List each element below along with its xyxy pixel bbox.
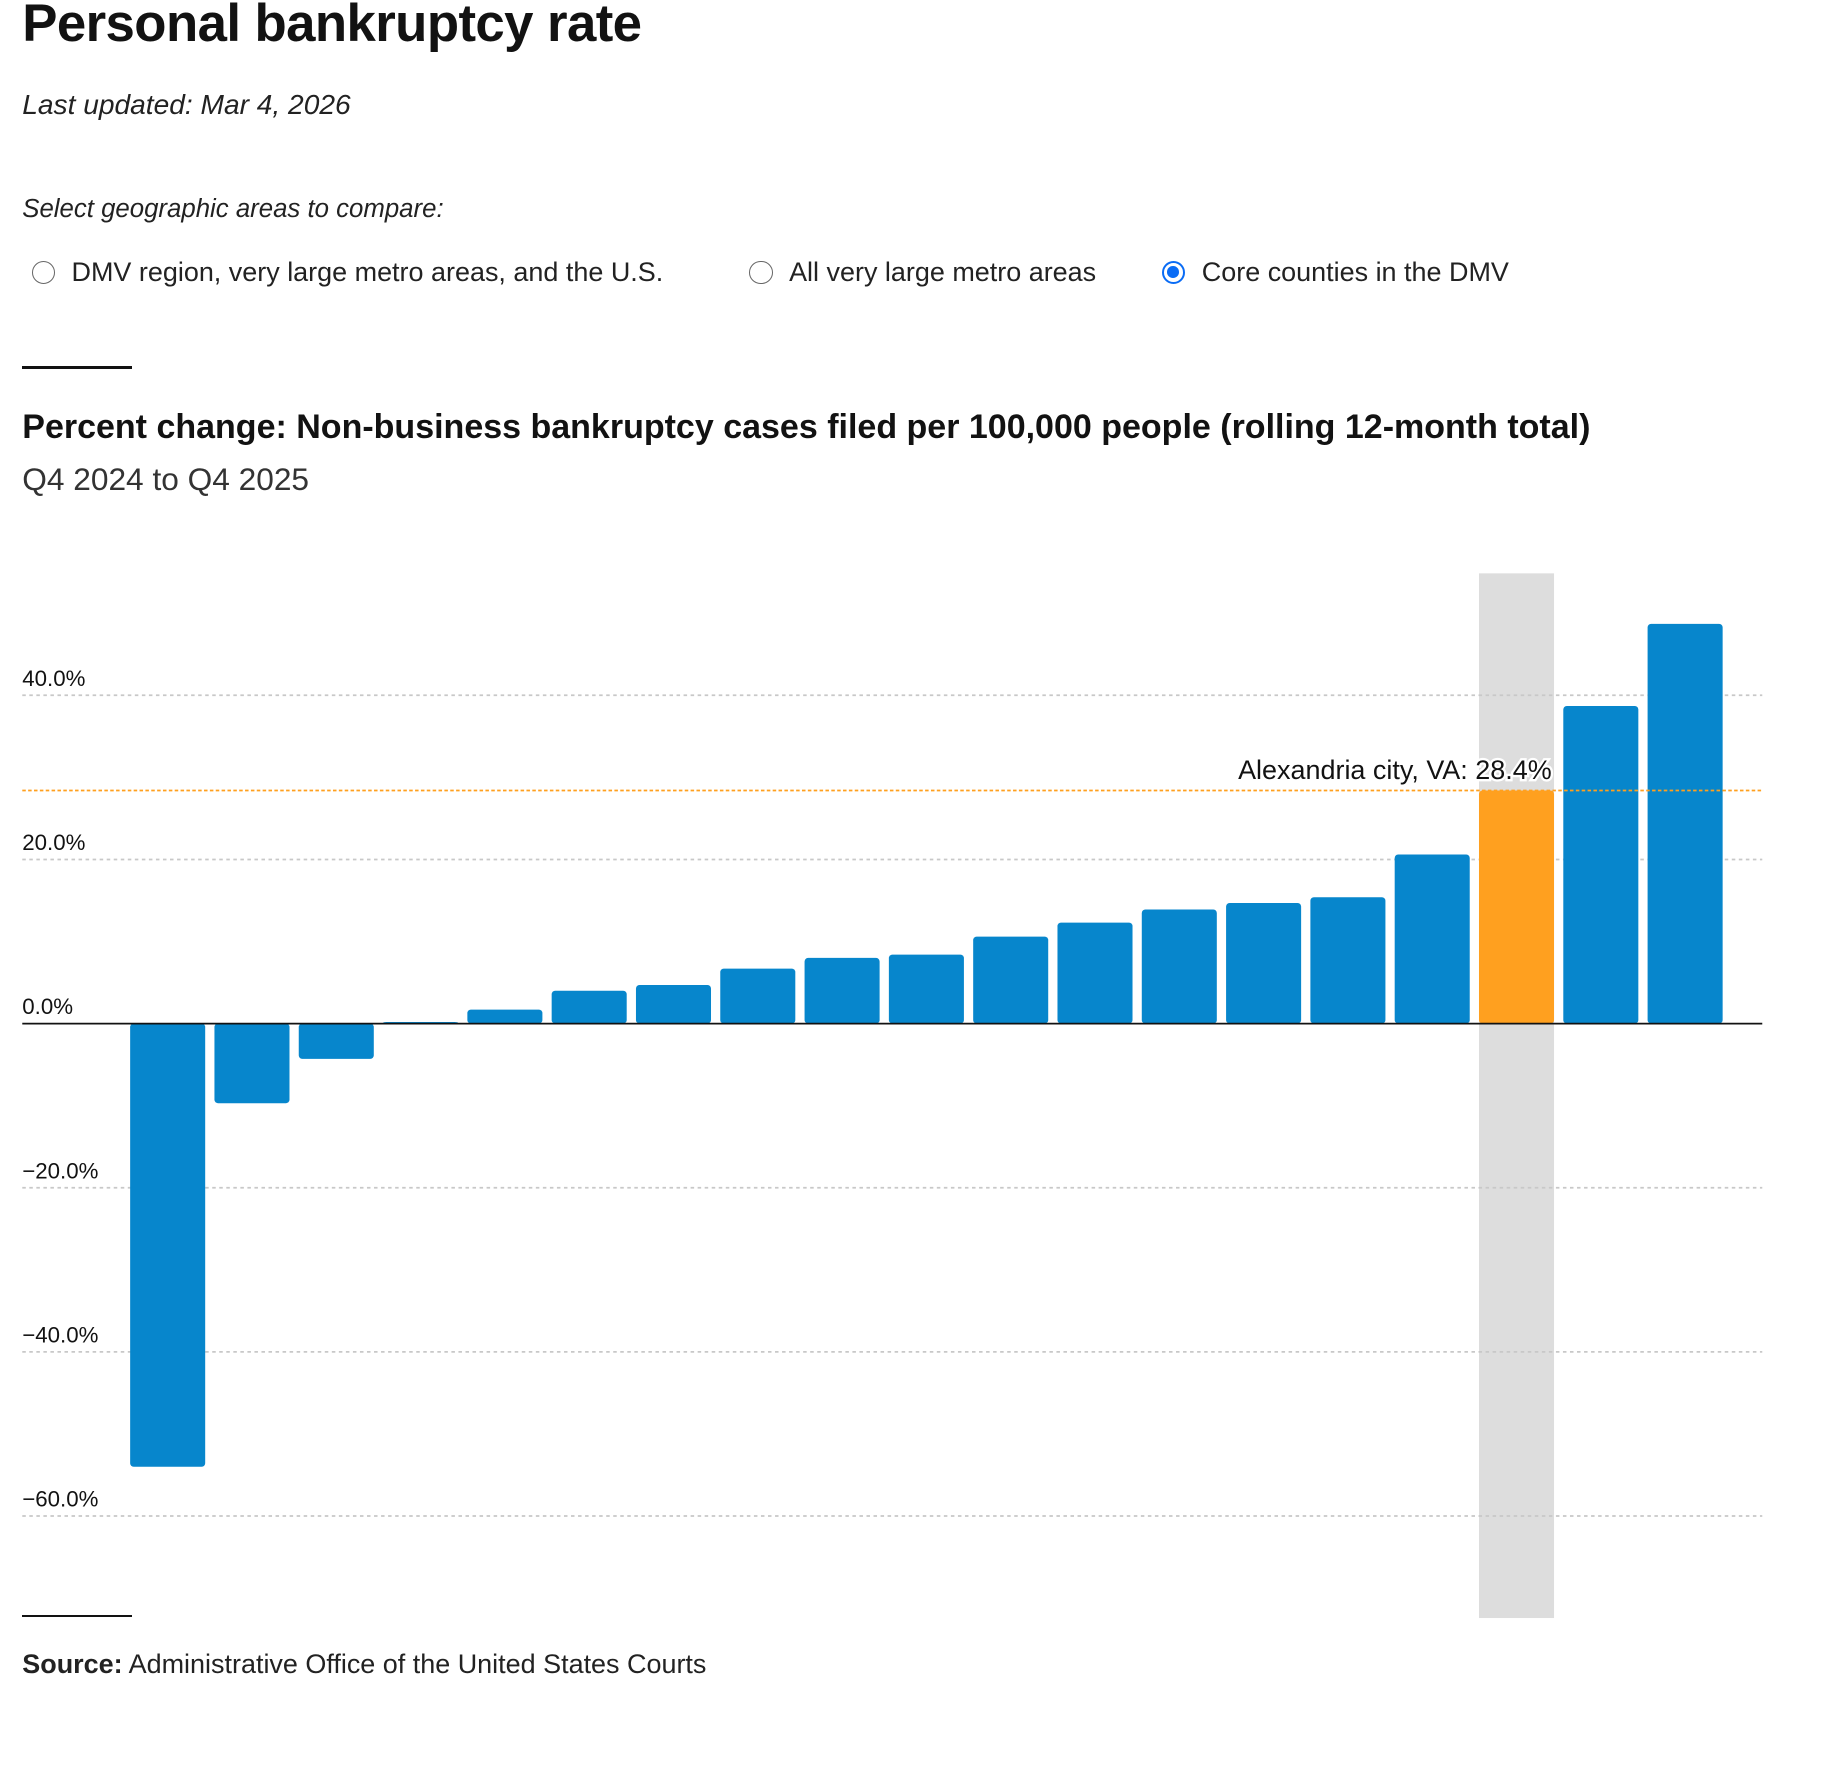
bar: [1647, 623, 1723, 1024]
radio-label: Core counties in the DMV: [1201, 256, 1509, 287]
last-updated: Last updated: Mar 4, 2026: [22, 89, 351, 121]
bar: [1563, 705, 1639, 1024]
source-note: Source: Administrative Office of the Uni…: [22, 1649, 706, 1680]
bar: [130, 1023, 206, 1467]
bar: [467, 1009, 543, 1024]
bar-chart: 40.0% 20.0% 0.0% −20.0% −40.0% −60.0% Alexandr…: [22, 573, 1763, 1619]
source-text: Administrative Office of the United Stat…: [128, 1648, 707, 1679]
y-tick-label: −20.0%: [22, 1158, 98, 1183]
bar: [1057, 922, 1133, 1024]
source-label: Source:: [22, 1648, 123, 1679]
bar: [1310, 897, 1386, 1024]
y-tick-label: −60.0%: [22, 1487, 98, 1512]
radio-core-counties[interactable]: Core counties in the DMV: [1161, 256, 1509, 288]
radio-all-metro[interactable]: All very large metro areas: [749, 257, 1096, 288]
bar: [804, 957, 880, 1024]
y-tick-label: 40.0%: [22, 666, 85, 691]
chart-title: Percent change: Non-business bankruptcy …: [22, 408, 1591, 447]
y-tick-label: 0.0%: [22, 994, 73, 1019]
bar: [551, 990, 627, 1024]
divider: [22, 1614, 133, 1617]
select-label: Select geographic areas to compare:: [22, 194, 444, 223]
bar: [635, 985, 712, 1024]
bar: [1394, 854, 1470, 1024]
bar: [214, 1023, 290, 1104]
bar: [1478, 790, 1555, 1024]
chart-subtitle: Q4 2024 to Q4 2025: [22, 460, 310, 497]
radio-circle-icon[interactable]: [31, 260, 56, 284]
radio-label: All very large metro areas: [789, 256, 1097, 287]
bar: [1141, 909, 1217, 1024]
bar: [298, 1023, 374, 1059]
highlight-band: [1478, 573, 1555, 1619]
page-title: Personal bankruptcy rate: [22, 0, 642, 53]
bar: [720, 968, 796, 1024]
divider: [22, 365, 133, 370]
radio-dmv-region[interactable]: DMV region, very large metro areas, and …: [31, 256, 664, 288]
highlight-label: Alexandria city, VA: 28.4%: [1238, 755, 1552, 785]
y-tick-label: 20.0%: [22, 830, 85, 855]
bar: [1226, 902, 1302, 1024]
radio-label: DMV region, very large metro areas, and …: [71, 256, 664, 287]
radio-circle-icon[interactable]: [749, 260, 773, 284]
y-tick-label: −40.0%: [22, 1323, 98, 1348]
bar: [973, 936, 1049, 1024]
radio-selected-icon[interactable]: [1161, 260, 1186, 284]
bar: [888, 954, 964, 1024]
